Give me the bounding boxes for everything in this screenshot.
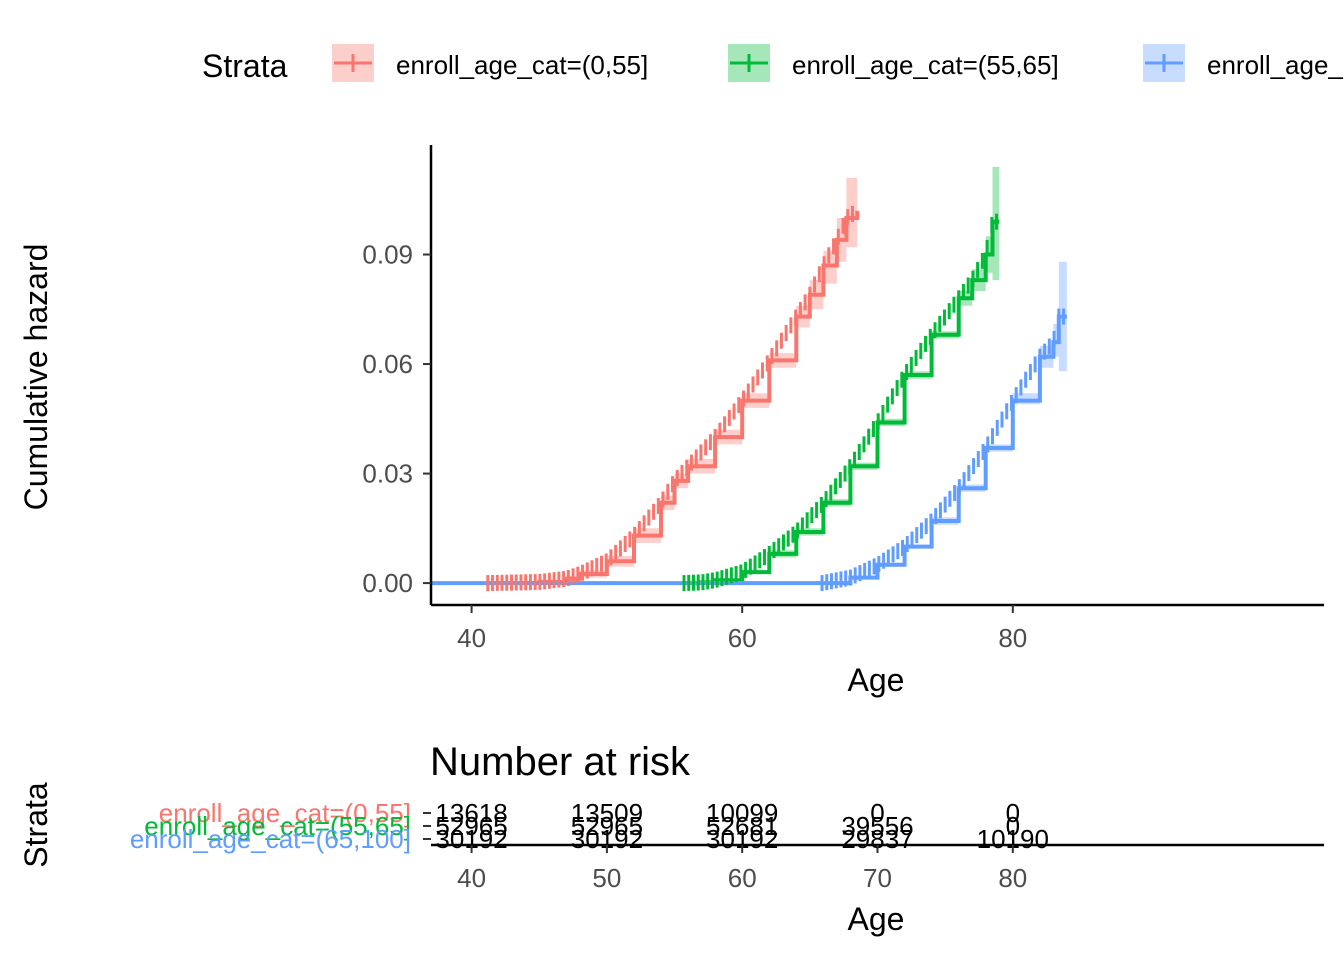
- legend-title: Strata: [202, 48, 288, 84]
- risk-x-tick-label: 50: [592, 863, 621, 893]
- x-tick-label: 80: [998, 623, 1027, 653]
- legend-label-1: enroll_age_cat=(0,55]: [396, 50, 648, 80]
- x-tick-label: 60: [728, 623, 757, 653]
- risk-count: 0: [1006, 798, 1020, 828]
- risk-count: 0: [870, 798, 884, 828]
- risk-axes: 40 50 60 70 80: [431, 843, 1324, 893]
- y-tick-label: 0.00: [362, 568, 413, 598]
- hazard-plot: 0.00 0.03 0.06 0.09 40 60 80 Age Cumulative ha…: [18, 145, 1324, 698]
- risk-count: 13509: [571, 798, 643, 828]
- x-axis-title: Age: [848, 662, 905, 698]
- risk-x-axis-title: Age: [848, 901, 905, 937]
- legend-label-2: enroll_age_cat=(55,65]: [792, 50, 1059, 80]
- risk-count: 0: [1006, 811, 1020, 841]
- risk-x-tick-label: 80: [998, 863, 1027, 893]
- series-line-2: [684, 219, 1000, 586]
- risk-count: 52965: [435, 811, 507, 841]
- legend: Strata enroll_age_cat=(0,55] enroll_age_…: [202, 44, 1344, 84]
- legend-label-3: enroll_age_cat=(65,100]: [1207, 50, 1344, 80]
- risk-count: 10099: [706, 798, 778, 828]
- risk-y-axis-title: Strata: [18, 782, 54, 868]
- confidence-bands: [431, 166, 1067, 584]
- legend-entry: enroll_age_cat=(0,55]: [332, 44, 648, 82]
- series-line-3: [431, 314, 1067, 586]
- risk-row-label-2: enroll_age_cat=(55,65]: [144, 811, 411, 841]
- ci-band-2: [684, 166, 1000, 584]
- risk-x-tick-label: 70: [863, 863, 892, 893]
- risk-count: 52681: [706, 811, 778, 841]
- ci-band-3: [431, 261, 1067, 584]
- y-axis-title: Cumulative hazard: [18, 244, 54, 511]
- risk-count: 39556: [841, 811, 913, 841]
- x-tick-label: 40: [457, 623, 486, 653]
- axes: 0.00 0.03 0.06 0.09 40 60 80: [362, 145, 1324, 653]
- risk-x-tick-label: 40: [457, 863, 486, 893]
- legend-entry: enroll_age_cat=(65,100]: [1143, 44, 1344, 82]
- legend-entry: enroll_age_cat=(55,65]: [728, 44, 1059, 82]
- y-tick-label: 0.06: [362, 349, 413, 379]
- risk-table: Number at risk enroll_age_cat=(0,55] 1361…: [18, 740, 1324, 937]
- y-tick-label: 0.03: [362, 459, 413, 489]
- risk-count: 52965: [571, 811, 643, 841]
- risk-x-tick-label: 60: [728, 863, 757, 893]
- risk-rows: enroll_age_cat=(0,55] 13618 13509 10099 0 0en…: [130, 798, 1049, 854]
- y-tick-label: 0.09: [362, 240, 413, 270]
- series-line-1: [487, 210, 860, 586]
- risk-row-label-3: enroll_age_cat=(65,100]: [130, 824, 411, 854]
- risk-table-title: Number at risk: [430, 740, 691, 784]
- risk-count: 13618: [435, 798, 507, 828]
- censor-marks: [486, 205, 1066, 592]
- risk-row-label-1: enroll_age_cat=(0,55]: [159, 798, 411, 828]
